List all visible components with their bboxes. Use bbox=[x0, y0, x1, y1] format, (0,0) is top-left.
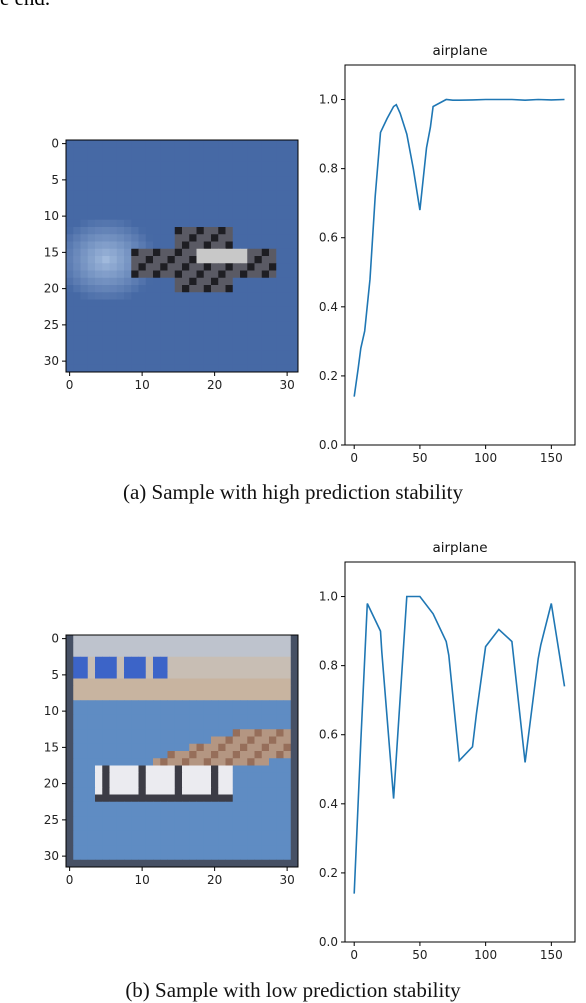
y-tick-label: 0 bbox=[51, 137, 59, 151]
text-fragment: e end. bbox=[0, 0, 50, 11]
y-tick-label: 0.8 bbox=[319, 659, 338, 673]
chart-b: airplane 0.0 0.2 0.4 0.6 0.8 1.0 0 50 100 150 bbox=[319, 540, 576, 962]
x-tick-label: 20 bbox=[207, 378, 222, 392]
x-tick-label: 50 bbox=[412, 948, 427, 962]
y-tick-label: 30 bbox=[44, 354, 59, 368]
series-line bbox=[353, 595, 566, 894]
y-tick-label: 5 bbox=[51, 668, 59, 682]
y-tick-label: 15 bbox=[44, 740, 59, 754]
y-tick-label: 0.8 bbox=[319, 162, 338, 176]
pixel-image bbox=[66, 635, 299, 868]
x-tick-label: 0 bbox=[350, 451, 358, 465]
image-b: 0 5 10 15 20 25 30 0 10 20 30 bbox=[44, 632, 299, 887]
chart-a: airplane 0.0 0.2 0.4 0.6 0.8 1.0 0 50 100 150 bbox=[319, 43, 576, 465]
y-tick-label: 0.0 bbox=[319, 935, 338, 949]
chart-title: airplane bbox=[432, 43, 487, 59]
y-tick-label: 0.4 bbox=[319, 300, 338, 314]
y-tick-label: 10 bbox=[44, 704, 59, 718]
x-tick-label: 30 bbox=[279, 378, 294, 392]
x-tick-label: 30 bbox=[279, 873, 294, 887]
y-tick-label: 20 bbox=[44, 282, 59, 296]
y-tick-label: 25 bbox=[44, 318, 59, 332]
image-frame bbox=[65, 139, 299, 373]
y-tick-label: 1.0 bbox=[319, 93, 338, 107]
x-tick-label: 0 bbox=[66, 378, 74, 392]
y-tick-label: 0.2 bbox=[319, 369, 338, 383]
y-tick-label: 15 bbox=[44, 245, 59, 259]
y-tick-label: 25 bbox=[44, 813, 59, 827]
x-tick-label: 20 bbox=[207, 873, 222, 887]
x-tick-label: 50 bbox=[412, 451, 427, 465]
y-tick-label: 5 bbox=[51, 173, 59, 187]
pixel-image bbox=[66, 140, 299, 373]
x-tick-label: 10 bbox=[134, 378, 149, 392]
series-line bbox=[353, 98, 565, 397]
y-tick-label: 1.0 bbox=[319, 590, 338, 604]
y-tick-label: 0.2 bbox=[319, 866, 338, 880]
image-frame bbox=[65, 634, 299, 868]
plot-frame bbox=[344, 561, 576, 943]
y-tick-label: 0.6 bbox=[319, 728, 338, 742]
y-tick-label: 0 bbox=[51, 632, 59, 646]
image-a: 0 5 10 15 20 25 30 0 10 20 30 bbox=[44, 137, 299, 392]
x-tick-label: 150 bbox=[540, 451, 563, 465]
x-tick-label: 100 bbox=[474, 451, 497, 465]
x-tick-label: 10 bbox=[134, 873, 149, 887]
caption-a: (a) Sample with high prediction stabilit… bbox=[122, 480, 464, 504]
chart-title: airplane bbox=[432, 540, 487, 556]
x-tick-label: 0 bbox=[350, 948, 358, 962]
y-tick-label: 30 bbox=[44, 849, 59, 863]
caption-b: (b) Sample with low prediction stability bbox=[125, 978, 461, 1002]
y-tick-label: 0.4 bbox=[319, 797, 338, 811]
x-tick-label: 0 bbox=[66, 873, 74, 887]
plot-frame bbox=[344, 64, 576, 446]
y-tick-label: 20 bbox=[44, 777, 59, 791]
x-tick-label: 100 bbox=[474, 948, 497, 962]
y-tick-label: 10 bbox=[44, 209, 59, 223]
y-tick-label: 0.0 bbox=[319, 438, 338, 452]
y-tick-label: 0.6 bbox=[319, 231, 338, 245]
x-tick-label: 150 bbox=[540, 948, 563, 962]
